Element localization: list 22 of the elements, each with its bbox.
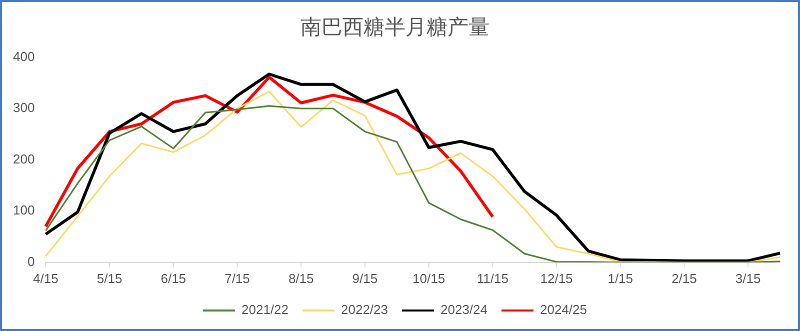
legend-label: 2023/24 <box>440 302 488 318</box>
y-tick-label: 400 <box>12 48 35 64</box>
x-tick-label: 10/15 <box>412 270 446 286</box>
x-tick-label: 6/15 <box>160 270 186 286</box>
y-tick-label: 100 <box>12 202 35 218</box>
x-tick-label: 1/15 <box>608 270 634 286</box>
y-tick-label: 200 <box>12 151 35 166</box>
x-tick-label: 8/15 <box>288 270 314 286</box>
y-tick-label: 0 <box>27 254 35 269</box>
x-tick-label: 2/15 <box>672 270 697 286</box>
x-tick-label: 9/15 <box>352 270 378 286</box>
legend-label: 2024/25 <box>540 302 587 318</box>
legend-label: 2022/23 <box>341 302 388 318</box>
x-tick-label: 11/15 <box>476 270 508 286</box>
chart-title: 南巴西糖半月糖产量 <box>300 15 490 40</box>
legend-label: 2021/22 <box>242 302 289 318</box>
x-tick-label: 4/15 <box>33 270 58 286</box>
x-tick-label: 7/15 <box>224 270 250 286</box>
x-tick-label: 5/15 <box>96 270 122 286</box>
x-tick-label: 12/15 <box>540 270 573 286</box>
x-tick-label: 3/15 <box>735 270 761 286</box>
y-tick-label: 300 <box>12 100 35 116</box>
